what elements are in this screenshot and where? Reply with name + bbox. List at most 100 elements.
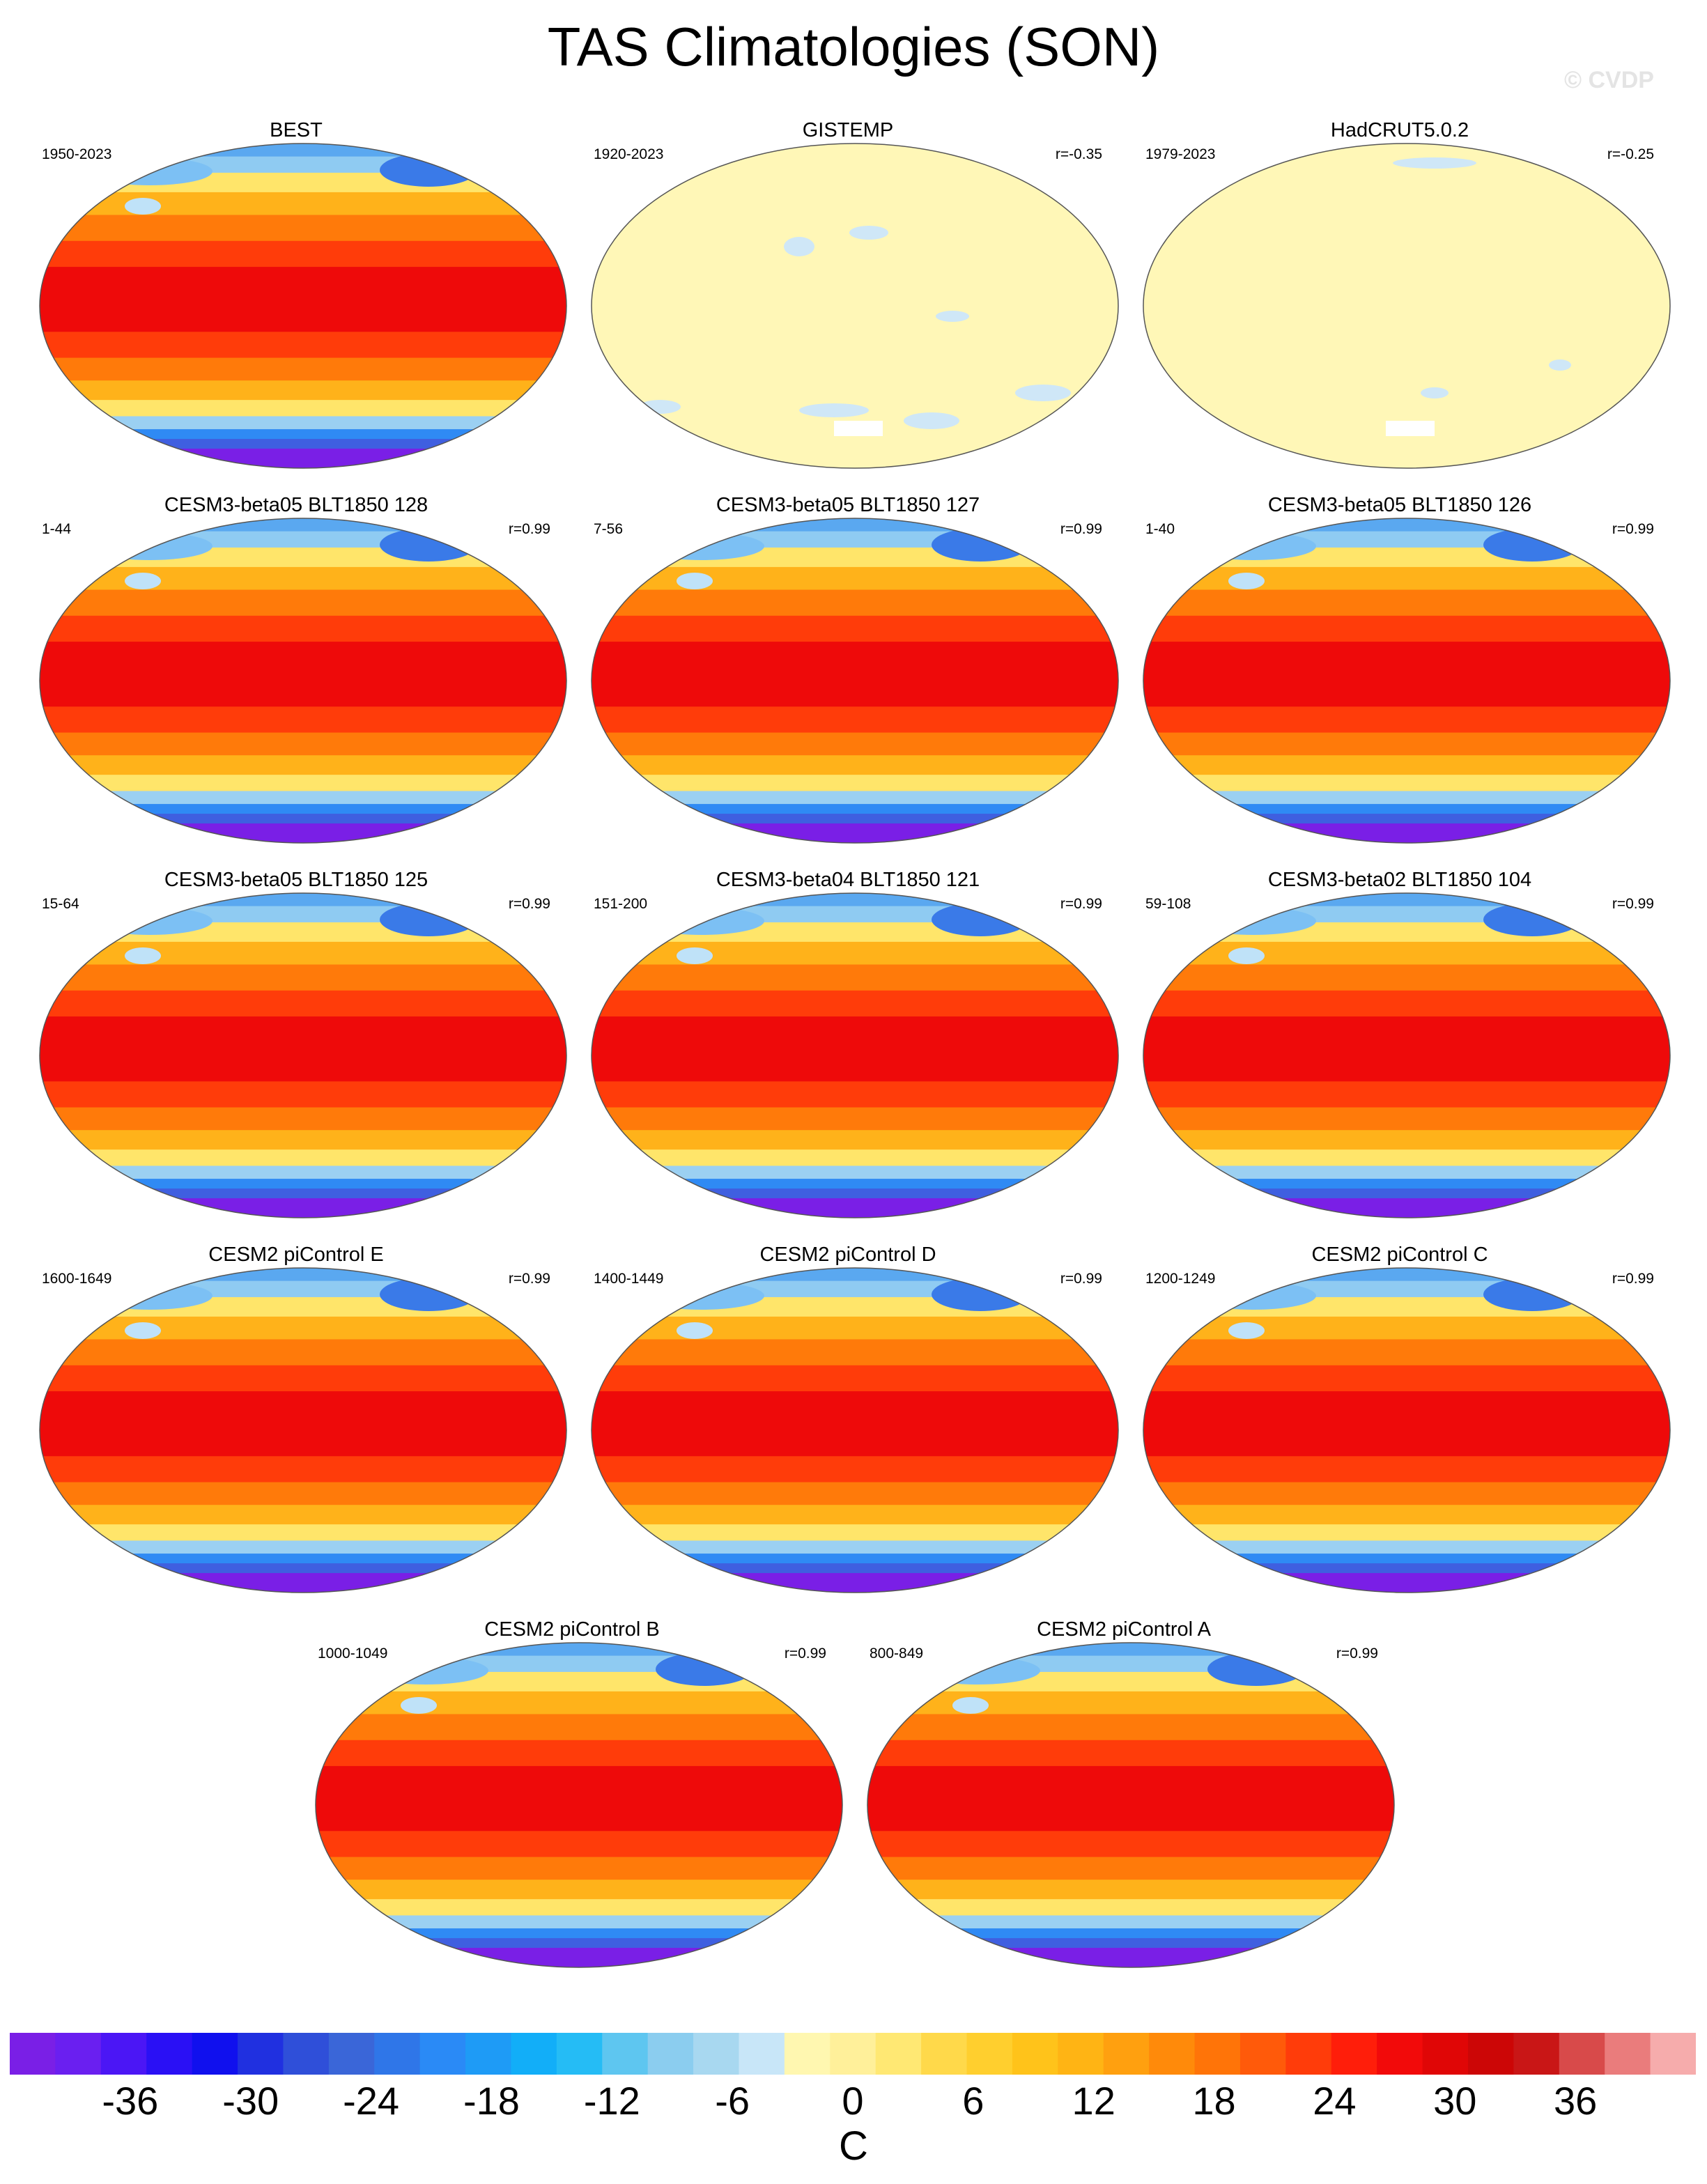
colorbar-swatch [1058,2033,1104,2075]
tibet-cold-patch [1228,1322,1265,1339]
map-outline [1143,143,1671,469]
temperature-band [40,893,566,907]
temperature-band [1143,906,1670,923]
map-panel: CESM2 piControl C 1200-1249 r=0.99 [1125,1243,1675,1605]
temperature-band [40,706,566,734]
temperature-band [316,1671,842,1692]
temperature-band [592,1149,1118,1167]
map-panel: CESM2 piControl A 800-849 r=0.99 [849,1618,1399,1980]
panel-years: 1600-1649 [42,1271,112,1287]
panel-title: GISTEMP [802,119,894,141]
anomaly-patch [1393,157,1476,169]
temperature-band [40,732,566,757]
temperature-band [592,1540,1118,1555]
colorbar-swatch [784,2033,831,2075]
temperature-band [316,1691,842,1715]
panel-correlation: r=0.99 [1060,521,1102,537]
temperature-band [1143,1280,1670,1298]
temperature-band [867,1857,1394,1881]
map-panel: CESM3-beta05 BLT1850 126 1-40 r=0.99 [1125,493,1675,855]
anomaly-patch [1421,387,1449,398]
temperature-band [867,1938,1394,1949]
anomaly-patch [904,412,959,429]
temperature-band [592,990,1118,1018]
temperature-band [1143,518,1670,532]
greenland-cold-patch [380,153,477,187]
colorbar-swatch [966,2033,1013,2075]
temperature-band [40,1198,566,1218]
colorbar-tick-label: 0 [842,2079,864,2123]
robinson-map [591,892,1119,1218]
arctic-cold-patch [87,532,213,560]
temperature-band [40,1505,566,1526]
temperature-band [592,732,1118,757]
temperature-band [1143,1554,1670,1565]
panel-title: CESM3-beta05 BLT1850 126 [1267,494,1532,516]
robinson-map [39,892,567,1218]
map-outline [39,518,567,844]
colorbar-swatch [238,2033,284,2075]
map-panel: CESM2 piControl D 1400-1449 r=0.99 [573,1243,1123,1605]
temperature-band [40,1016,566,1083]
temperature-band [1143,1179,1670,1190]
map-panel: CESM3-beta05 BLT1850 127 7-56 r=0.99 [573,493,1123,855]
colorbar-swatch [1377,2033,1423,2075]
colorbar-tick-label: 24 [1313,2079,1357,2123]
temperature-band [592,1081,1118,1108]
temperature-band [867,1740,1394,1767]
colorbar-swatch [465,2033,511,2075]
map-panel: CESM3-beta02 BLT1850 104 59-108 r=0.99 [1125,868,1675,1230]
temperature-band [40,1540,566,1555]
colorbar-swatch [146,2033,193,2075]
temperature-band [316,1928,842,1939]
colorbar-swatch [693,2033,739,2075]
panel-correlation: r=0.99 [1612,1271,1654,1287]
tibet-cold-patch [1228,947,1265,964]
greenland-cold-patch [1483,528,1581,562]
tibet-cold-patch [125,1322,161,1339]
temperature-band [1143,791,1670,805]
temperature-band [316,1714,842,1741]
anomaly-patch [1015,385,1071,401]
greenland-cold-patch [656,1652,753,1686]
temperature-band [40,1188,566,1200]
temperature-band [592,775,1118,792]
panel-years: 151-200 [594,896,648,912]
temperature-band [592,1563,1118,1574]
colorbar-swatch [55,2033,102,2075]
colorbar-swatch [100,2033,147,2075]
temperature-band [592,642,1118,708]
temperature-band [592,791,1118,805]
temperature-band [592,922,1118,943]
temperature-band [316,1857,842,1881]
temperature-band [40,192,566,216]
colorbar-swatch [647,2033,694,2075]
robinson-map [867,1642,1395,1968]
colorbar-tick-label: 6 [962,2079,984,2123]
temperature-band [1143,990,1670,1018]
arctic-cold-patch [639,1282,764,1310]
anomaly-patch [639,400,681,414]
colorbar-tick-label: 30 [1433,2079,1477,2123]
map-outline [591,892,1119,1218]
temperature-band [1143,1563,1670,1574]
anomaly-patch [849,226,888,240]
colorbar-tick-label: -18 [463,2079,520,2123]
temperature-band [592,1016,1118,1083]
temperature-band [40,823,566,843]
arctic-cold-patch [87,1282,213,1310]
temperature-band [592,1339,1118,1366]
temperature-band [592,615,1118,643]
temperature-band [1143,893,1670,907]
panel-years: 1400-1449 [594,1271,664,1287]
temperature-band [592,1198,1118,1218]
map-panel: CESM3-beta04 BLT1850 121 151-200 r=0.99 [573,868,1123,1230]
anomaly-patch [799,403,869,417]
temperature-band [40,804,566,815]
arctic-cold-patch [915,1657,1040,1685]
panel-title: CESM2 piControl C [1311,1244,1488,1266]
map-outline [591,1267,1119,1593]
temperature-band [40,400,566,417]
colorbar-tick-label: 18 [1192,2079,1236,2123]
colorbar-swatch [1422,2033,1469,2075]
